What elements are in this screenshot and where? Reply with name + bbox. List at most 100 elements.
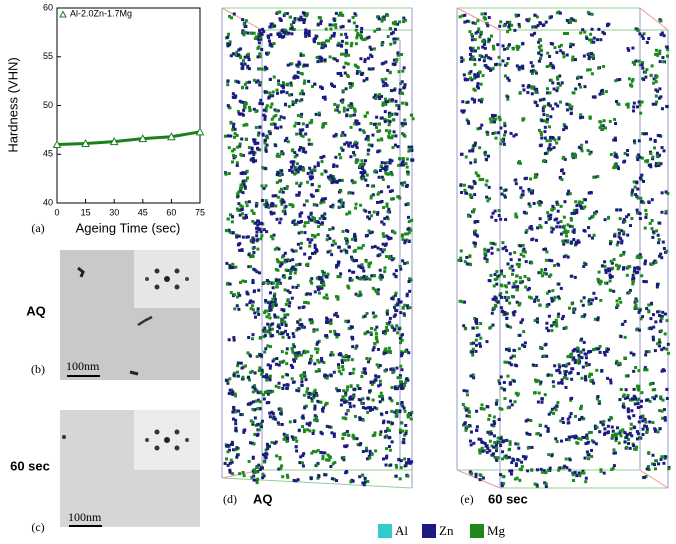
atom bbox=[304, 28, 308, 32]
atom bbox=[265, 442, 269, 446]
atom bbox=[625, 435, 629, 439]
atom bbox=[556, 209, 560, 213]
atom bbox=[257, 131, 261, 135]
atom bbox=[338, 178, 342, 182]
atom bbox=[383, 110, 387, 114]
atom bbox=[243, 55, 247, 59]
atom bbox=[547, 102, 551, 106]
atom bbox=[276, 170, 280, 174]
atom bbox=[360, 401, 364, 405]
atom bbox=[623, 151, 627, 155]
atom bbox=[523, 344, 527, 348]
atom bbox=[235, 50, 239, 54]
atom bbox=[341, 368, 345, 372]
atom bbox=[556, 77, 560, 81]
atom bbox=[289, 363, 293, 367]
atom bbox=[380, 275, 384, 279]
atom bbox=[380, 78, 384, 82]
atom bbox=[557, 297, 561, 301]
atom bbox=[258, 83, 262, 87]
atom bbox=[239, 171, 243, 175]
atom bbox=[367, 360, 371, 364]
atom bbox=[263, 141, 267, 145]
atom bbox=[630, 397, 634, 401]
atom bbox=[232, 373, 236, 377]
atom bbox=[398, 157, 402, 161]
atom bbox=[588, 152, 592, 156]
atom bbox=[288, 268, 292, 272]
atom bbox=[283, 315, 287, 319]
atom bbox=[259, 37, 263, 41]
atom bbox=[460, 300, 464, 304]
atom bbox=[331, 178, 335, 182]
atom bbox=[479, 30, 483, 34]
atom bbox=[539, 130, 543, 134]
atom bbox=[339, 25, 343, 29]
atom bbox=[378, 433, 382, 437]
atom bbox=[569, 412, 573, 416]
atom bbox=[353, 153, 357, 157]
atom bbox=[395, 465, 399, 469]
atom bbox=[540, 119, 544, 123]
atom bbox=[370, 55, 374, 59]
panel-label: (d) bbox=[223, 492, 237, 506]
atom bbox=[298, 62, 302, 66]
atom bbox=[489, 273, 493, 277]
atom bbox=[372, 122, 376, 126]
atom bbox=[397, 107, 401, 111]
atom bbox=[329, 205, 333, 209]
atom bbox=[390, 440, 394, 444]
atom bbox=[393, 293, 397, 297]
atom bbox=[391, 295, 395, 299]
atom bbox=[401, 429, 405, 433]
atom bbox=[313, 243, 317, 247]
atom bbox=[240, 366, 244, 370]
atom bbox=[522, 210, 526, 214]
atom bbox=[316, 448, 320, 452]
atom bbox=[614, 437, 618, 441]
atom bbox=[298, 212, 302, 216]
atom bbox=[378, 275, 382, 279]
atom bbox=[581, 435, 585, 439]
atom bbox=[552, 87, 556, 91]
atom bbox=[656, 342, 660, 346]
atom bbox=[320, 160, 324, 164]
atom bbox=[241, 191, 245, 195]
atom bbox=[270, 440, 274, 444]
atom bbox=[307, 138, 311, 142]
atom bbox=[510, 469, 514, 473]
atom bbox=[643, 368, 647, 372]
atom bbox=[296, 478, 300, 482]
atom bbox=[364, 234, 368, 238]
atom bbox=[320, 87, 324, 91]
atom bbox=[377, 175, 381, 179]
atom bbox=[604, 90, 608, 94]
atom bbox=[285, 185, 289, 189]
atom bbox=[469, 430, 473, 434]
atom bbox=[305, 124, 309, 128]
atom bbox=[579, 404, 583, 408]
atom bbox=[247, 375, 251, 379]
atom bbox=[280, 84, 284, 88]
atom bbox=[302, 81, 306, 85]
atom bbox=[539, 144, 543, 148]
atom bbox=[585, 36, 589, 40]
atom bbox=[499, 375, 503, 379]
atom bbox=[608, 279, 612, 283]
atom bbox=[271, 334, 275, 338]
atom bbox=[662, 346, 666, 350]
atom bbox=[312, 394, 316, 398]
atom bbox=[389, 236, 393, 240]
x-tick-label: 30 bbox=[109, 207, 119, 217]
atom bbox=[536, 320, 540, 324]
atom bbox=[633, 266, 637, 270]
atom bbox=[473, 98, 477, 102]
atom bbox=[510, 403, 514, 407]
atom bbox=[266, 447, 270, 451]
atom bbox=[492, 117, 496, 121]
atom bbox=[394, 99, 398, 103]
atom bbox=[316, 340, 320, 344]
atom bbox=[533, 31, 537, 35]
atom bbox=[606, 424, 610, 428]
atom bbox=[363, 60, 367, 64]
